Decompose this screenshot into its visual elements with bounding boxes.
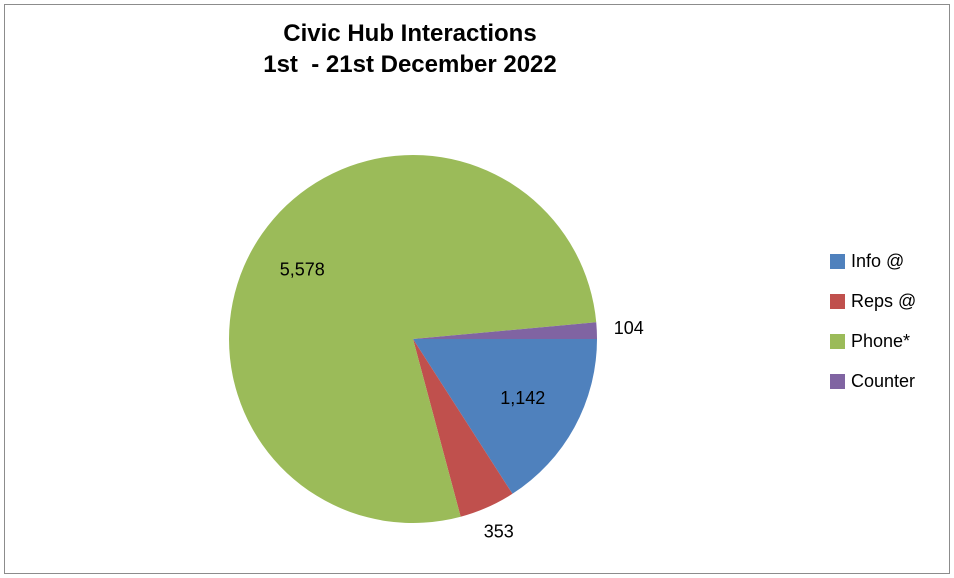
data-label-phone: 5,578 bbox=[280, 260, 325, 280]
chart-title-block: Civic Hub Interactions 1st - 21st Decemb… bbox=[0, 18, 820, 80]
legend-swatch bbox=[830, 333, 845, 349]
pie-slice-info bbox=[413, 339, 597, 494]
pie-slice-phone bbox=[229, 154, 597, 523]
data-label-reps: 353 bbox=[484, 522, 514, 542]
chart-title: Civic Hub Interactions bbox=[283, 20, 537, 47]
legend-swatch bbox=[830, 253, 845, 269]
pie-slice-reps bbox=[413, 339, 513, 517]
chart-subtitle: 1st - 21st December 2022 bbox=[263, 51, 557, 78]
data-label-counter: 104 bbox=[614, 318, 644, 338]
data-label-info: 1,142 bbox=[500, 388, 545, 408]
legend-item-reps: Reps @ bbox=[830, 290, 948, 311]
legend-item-counter: Counter bbox=[830, 370, 948, 391]
legend-label: Info @ bbox=[851, 250, 905, 271]
legend-swatch bbox=[830, 293, 845, 309]
legend-label: Reps @ bbox=[851, 290, 917, 311]
legend-swatch bbox=[830, 373, 845, 389]
pie-slice-counter bbox=[413, 322, 597, 339]
legend-item-info: Info @ bbox=[830, 250, 948, 271]
legend-label: Phone* bbox=[851, 330, 911, 351]
legend-label: Counter bbox=[851, 370, 916, 391]
chart-legend: Info @ Reps @ Phone* Counter bbox=[830, 250, 948, 412]
legend-item-phone: Phone* bbox=[830, 330, 948, 351]
